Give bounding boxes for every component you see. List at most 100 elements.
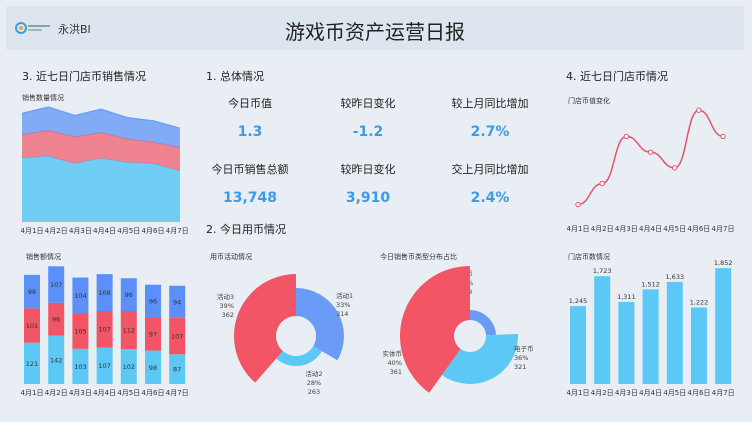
data-label: 1,222 <box>690 299 709 307</box>
area-series <box>22 156 180 222</box>
x-tick-label: 4月1日 <box>567 225 590 233</box>
pie-slice <box>470 310 496 336</box>
data-label: 101 <box>26 322 38 330</box>
x-tick-label: 4月2日 <box>45 227 68 235</box>
logo-icon <box>15 22 50 34</box>
slice-label: 电子币 <box>514 344 534 353</box>
x-tick-label: 4月2日 <box>45 389 68 397</box>
kpi-value: 1.3 <box>237 124 263 140</box>
bar-segment <box>48 266 65 303</box>
slice-label: 33% <box>336 301 350 309</box>
bar <box>691 307 707 384</box>
bar-segment <box>169 285 186 318</box>
bar <box>618 301 635 384</box>
slice-label: 活动3 <box>217 292 234 301</box>
data-label: 112 <box>123 327 135 335</box>
chart-title: 门店币数情况 <box>568 253 610 261</box>
data-label: 98 <box>149 364 157 372</box>
bar <box>666 281 683 384</box>
x-tick-label: 4月3日 <box>69 227 92 235</box>
line-series <box>577 109 724 206</box>
sales-amount-chart: 121 101 98 4月1日 142 96 107 4月2日 103 105 104 4月3日 107… <box>21 266 189 397</box>
data-label: 1,633 <box>665 273 684 281</box>
data-label: 87 <box>173 366 181 374</box>
kpi-value: 3,910 <box>345 190 391 206</box>
x-tick-label: 4月6日 <box>688 389 711 397</box>
x-tick-label: 4月3日 <box>615 389 638 397</box>
data-label: 107 <box>171 333 183 341</box>
coin-count-chart: 1,245 4月1日 1,723 4月2日 1,311 4月3日 1,512 4月4日 1,63… <box>567 259 735 397</box>
bar-segment <box>169 317 186 355</box>
data-label: 102 <box>123 363 135 371</box>
data-label: 97 <box>149 331 157 339</box>
x-tick-label: 4月5日 <box>663 389 686 397</box>
x-tick-label: 4月4日 <box>93 389 116 397</box>
data-label: 103 <box>74 363 86 371</box>
slice-label: 361 <box>390 368 402 376</box>
bar <box>594 276 611 384</box>
data-label: 107 <box>50 281 62 289</box>
bar-segment <box>24 308 40 343</box>
bar-segment <box>24 274 40 309</box>
x-tick-label: 4月1日 <box>21 389 44 397</box>
data-label: 1,245 <box>569 297 588 305</box>
kpi-value: 2.4% <box>470 190 510 206</box>
bar-segment <box>24 342 40 384</box>
slice-label: 实体币 <box>383 349 403 358</box>
x-tick-label: 4月7日 <box>712 225 735 233</box>
kpi-label: 交上月同比增加 <box>451 163 529 176</box>
kpi-label: 今日币值 <box>228 97 272 110</box>
slice-label: 活动1 <box>336 291 353 300</box>
slice-label: 36% <box>514 354 528 362</box>
x-tick-label: 4月1日 <box>567 389 590 397</box>
line-point <box>647 149 654 155</box>
data-label: 105 <box>74 327 86 335</box>
kpi-value: 13,748 <box>222 190 278 206</box>
data-label: 1,512 <box>641 280 660 288</box>
data-label: 1,852 <box>714 259 733 267</box>
x-tick-label: 4月4日 <box>93 227 116 235</box>
bar-segment <box>145 284 161 318</box>
brand-name: 永洪BI <box>58 23 91 36</box>
data-label: 96 <box>125 291 133 299</box>
slice-label: 40% <box>388 359 402 367</box>
x-tick-label: 4月4日 <box>639 389 662 397</box>
data-label: 107 <box>98 326 110 334</box>
x-tick-label: 4月5日 <box>117 227 140 235</box>
kpi-value: -1.2 <box>352 124 384 140</box>
bar-segment <box>96 310 113 348</box>
line-point <box>623 133 630 140</box>
data-label: 142 <box>50 356 62 364</box>
line-point <box>575 201 581 208</box>
bar-segment <box>96 274 113 311</box>
area-series-line <box>21 106 181 130</box>
data-label: 121 <box>26 360 38 368</box>
bar-segment <box>72 313 89 349</box>
x-tick-label: 4月7日 <box>166 389 189 397</box>
line-point <box>671 165 678 171</box>
bar-segment <box>72 277 89 314</box>
bar-segment <box>120 278 137 311</box>
slice-label: 39% <box>220 302 234 310</box>
x-tick-label: 4月7日 <box>712 389 735 397</box>
bar-segment <box>120 310 137 350</box>
x-tick-label: 4月4日 <box>639 225 662 233</box>
kpi-value: 2.7% <box>470 124 510 140</box>
slice-label: 321 <box>514 363 526 371</box>
coin-value-chart: 4月1日 4月2日 4月3日 4月4日 4月5日 4月6日 4月7日 <box>567 107 735 233</box>
pie-slice <box>234 274 296 383</box>
x-tick-label: 4月6日 <box>142 389 165 397</box>
slice-label: 活动2 <box>305 369 322 378</box>
kpi-label: 今日币销售总额 <box>211 163 289 176</box>
bar-segment <box>145 350 161 384</box>
page-title: 游戏币资产运营日报 <box>285 20 465 44</box>
pie-slice <box>276 346 322 366</box>
bar-segment <box>48 335 65 384</box>
x-tick-label: 4月3日 <box>69 389 92 397</box>
x-tick-label: 4月2日 <box>591 389 614 397</box>
slice-label: 314 <box>336 310 348 318</box>
pie-slice <box>441 333 518 385</box>
chart-title: 今日销售币类型分布占比 <box>380 253 457 261</box>
section-title-store: 4. 近七日门店币情况 <box>566 70 668 83</box>
